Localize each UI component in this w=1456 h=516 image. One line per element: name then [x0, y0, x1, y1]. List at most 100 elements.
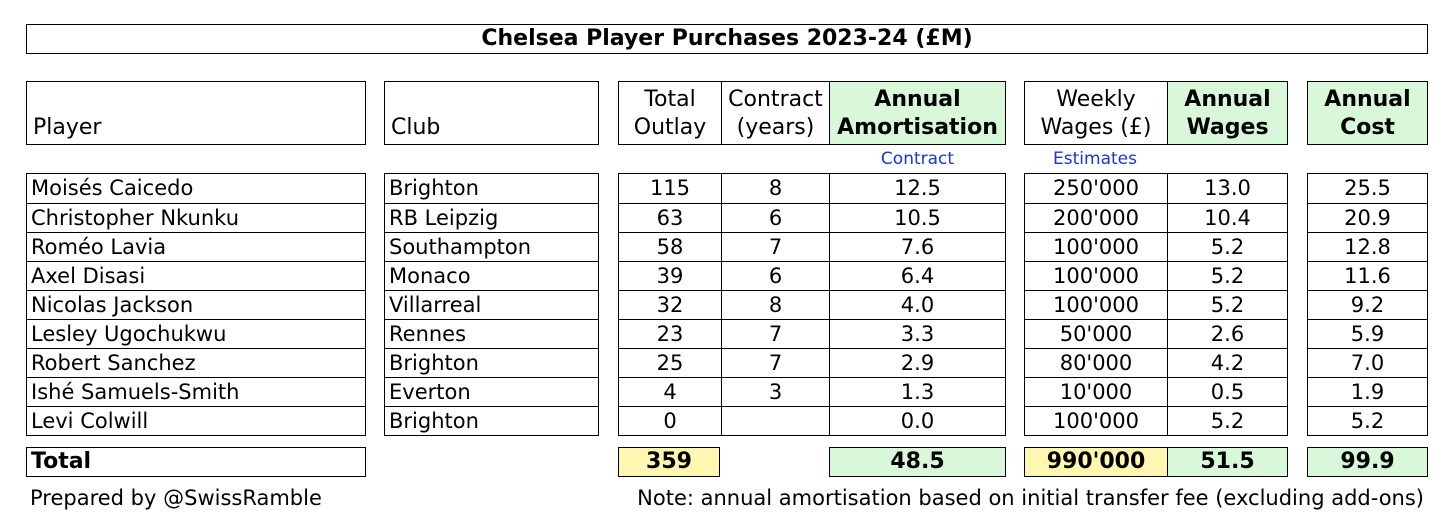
cell-amortisation: 1.3: [829, 378, 1005, 406]
total-amortisation: 48.5: [890, 449, 945, 474]
cell-annual-wages: 5.2: [1167, 407, 1287, 435]
header-annual-wages: Annual Wages: [1167, 82, 1287, 144]
table-row: 23 7 3.3: [619, 319, 1005, 348]
cell-annual-wages: 4.2: [1167, 349, 1287, 377]
table-row: 1.9: [1308, 377, 1427, 406]
total-outlay: 359: [646, 449, 692, 474]
header-amortisation: Annual Amortisation: [829, 82, 1005, 144]
fees-columns: 115 8 12.5 63 6 10.5 58 7 7.6 39 6 6.4 32 8 4.0 23 7 3.3 2…: [618, 173, 1006, 436]
table-row: Levi Colwill: [27, 406, 365, 435]
total-amortisation-box: 48.5: [829, 447, 1006, 477]
cell-amortisation: 7.6: [829, 233, 1005, 261]
header-annual-cost-line1: Annual: [1324, 87, 1411, 112]
cell-player: Levi Colwill: [31, 409, 149, 433]
table-row: Robert Sanchez: [27, 348, 365, 377]
cell-club: RB Leipzig: [389, 206, 499, 230]
club-column: Brighton RB Leipzig Southampton Monaco Villa…: [384, 173, 599, 436]
cell-club: Everton: [389, 380, 471, 404]
cell-contract: 3: [721, 378, 829, 406]
table-row: Christopher Nkunku: [27, 203, 365, 232]
table-row: Southampton: [385, 232, 598, 261]
header-annual-wages-line1: Annual: [1184, 87, 1271, 112]
table-row: 63 6 10.5: [619, 203, 1005, 232]
total-annual-cost: 99.9: [1340, 449, 1395, 474]
cell-annual-cost: 1.9: [1350, 380, 1385, 404]
cell-player: Christopher Nkunku: [31, 206, 240, 230]
table-row: RB Leipzig: [385, 203, 598, 232]
cell-amortisation: 2.9: [829, 349, 1005, 377]
cell-annual-cost: 9.2: [1350, 293, 1385, 317]
cell-outlay: 23: [656, 322, 684, 346]
table-row: 25 7 2.9: [619, 348, 1005, 377]
table-title: Chelsea Player Purchases 2023-24 (£M): [26, 24, 1428, 54]
cell-contract: 6: [721, 262, 829, 290]
total-outlay-box: 359: [618, 447, 720, 477]
wages-columns: 250'000 13.0 200'000 10.4 100'000 5.2 100'000 5…: [1024, 173, 1288, 436]
cell-annual-cost: 12.8: [1344, 235, 1391, 259]
table-row: 100'000 5.2: [1025, 232, 1287, 261]
table-row: 32 8 4.0: [619, 290, 1005, 319]
cell-contract: 6: [721, 204, 829, 232]
cell-contract: 7: [721, 349, 829, 377]
footer-note: Note: annual amortisation based on initi…: [637, 486, 1424, 510]
header-weekly-line2: Wages (£): [1040, 115, 1152, 140]
header-contract: Contract (years): [721, 82, 829, 144]
table-row: 9.2: [1308, 290, 1427, 319]
header-wages-group: Weekly Wages (£) Annual Wages: [1024, 81, 1288, 145]
total-wages-box: 990'000 51.5: [1024, 447, 1288, 477]
table-row: 39 6 6.4: [619, 261, 1005, 290]
table-row: 115 8 12.5: [619, 174, 1005, 203]
subnote-estimates: Estimates: [1053, 149, 1137, 169]
table-row: 58 7 7.6: [619, 232, 1005, 261]
cell-player: Nicolas Jackson: [31, 293, 194, 317]
cell-weekly: 250'000: [1053, 176, 1139, 200]
cell-club: Rennes: [389, 322, 467, 346]
header-annual-cost: Annual Cost: [1308, 82, 1427, 144]
total-label: Total: [31, 449, 92, 474]
cell-weekly: 100'000: [1053, 409, 1139, 433]
footer-credit: Prepared by @SwissRamble: [30, 486, 322, 510]
cell-amortisation: 12.5: [829, 174, 1005, 203]
cell-weekly: 100'000: [1053, 235, 1139, 259]
table-row: 250'000 13.0: [1025, 174, 1287, 203]
table-row: Roméo Lavia: [27, 232, 365, 261]
total-annual-wages: 51.5: [1167, 448, 1287, 476]
header-weekly: Weekly Wages (£): [1025, 82, 1167, 144]
cell-player: Ishé Samuels-Smith: [31, 380, 240, 404]
cell-amortisation: 10.5: [829, 204, 1005, 232]
table-row: Brighton: [385, 174, 598, 203]
table-row: 50'000 2.6: [1025, 319, 1287, 348]
table-row: Axel Disasi: [27, 261, 365, 290]
cell-weekly: 100'000: [1053, 293, 1139, 317]
player-column: Moisés Caicedo Christopher Nkunku Roméo La…: [26, 173, 366, 436]
subnote-contract: Contract: [880, 149, 955, 169]
cell-weekly: 100'000: [1053, 264, 1139, 288]
cell-annual-cost: 5.2: [1350, 409, 1385, 433]
cell-club: Southampton: [389, 235, 532, 259]
cell-amortisation: 6.4: [829, 262, 1005, 290]
header-amortisation-line2: Amortisation: [837, 115, 998, 140]
cell-club: Villarreal: [389, 293, 482, 317]
cell-annual-cost: 11.6: [1344, 264, 1391, 288]
total-weekly: 990'000: [1025, 448, 1167, 476]
cell-outlay: 63: [656, 206, 684, 230]
table-row: 20.9: [1308, 203, 1427, 232]
cell-player: Robert Sanchez: [31, 351, 196, 375]
table-row: 80'000 4.2: [1025, 348, 1287, 377]
cell-contract: 8: [721, 291, 829, 319]
header-contract-line1: Contract: [728, 87, 823, 112]
cell-outlay: 0: [663, 409, 677, 433]
cell-amortisation: 3.3: [829, 320, 1005, 348]
cell-outlay: 58: [656, 235, 684, 259]
cell-player: Roméo Lavia: [31, 235, 167, 259]
table-row: Villarreal: [385, 290, 598, 319]
header-club-label: Club: [391, 115, 441, 140]
header-weekly-line1: Weekly: [1056, 87, 1136, 112]
cell-contract: 8: [721, 174, 829, 203]
cell-outlay: 4: [663, 380, 677, 404]
cell-club: Brighton: [389, 351, 479, 375]
cell-annual-cost: 5.9: [1350, 322, 1385, 346]
cell-annual-wages: 13.0: [1167, 174, 1287, 203]
cell-player: Axel Disasi: [31, 264, 146, 288]
header-fees-group: Total Outlay Contract (years) Annual Amo…: [618, 81, 1006, 145]
